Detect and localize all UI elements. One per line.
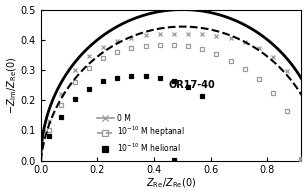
X-axis label: $Z_{\mathrm{Re}}/Z_{\mathrm{Re}}(0)$: $Z_{\mathrm{Re}}/Z_{\mathrm{Re}}(0)$: [146, 177, 196, 191]
Y-axis label: $-Z_{\mathrm{Im}}/Z_{\mathrm{Re}}(0)$: $-Z_{\mathrm{Im}}/Z_{\mathrm{Re}}(0)$: [6, 56, 19, 114]
Text: OR17-40: OR17-40: [169, 80, 215, 90]
Legend: 0 M, $10^{-10}$ M heptanal, $10^{-10}$ M helional: 0 M, $10^{-10}$ M heptanal, $10^{-10}$ M…: [97, 114, 184, 154]
